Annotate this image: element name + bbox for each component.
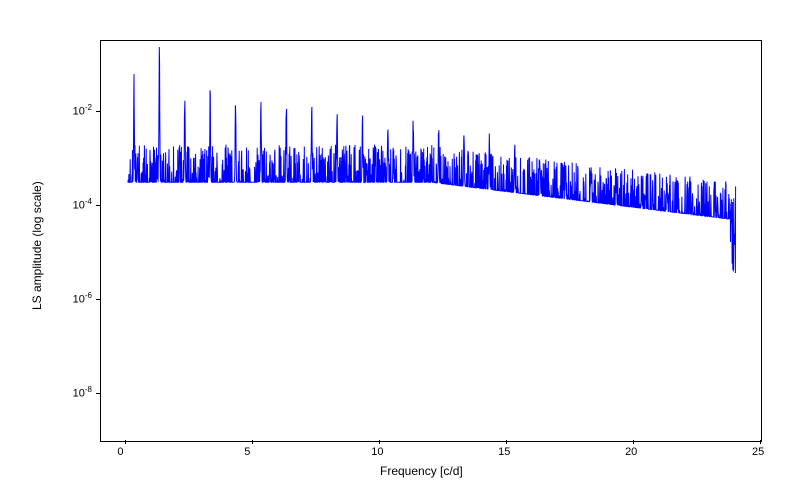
y-tick <box>96 205 100 206</box>
x-tick-label: 10 <box>371 446 383 458</box>
x-tick <box>379 440 380 444</box>
y-tick <box>96 299 100 300</box>
y-tick-label: 10-4 <box>73 197 92 212</box>
x-tick-label: 20 <box>625 446 637 458</box>
x-tick <box>252 440 253 444</box>
y-axis-label: LS amplitude (log scale) <box>30 181 44 310</box>
x-tick-label: 5 <box>244 446 250 458</box>
x-tick <box>760 440 761 444</box>
x-tick-label: 25 <box>752 446 764 458</box>
y-tick <box>96 393 100 394</box>
x-tick <box>506 440 507 444</box>
x-tick-label: 15 <box>498 446 510 458</box>
x-tick <box>125 440 126 444</box>
figure: Frequency [c/d] LS amplitude (log scale)… <box>0 0 800 500</box>
y-tick-label: 10-2 <box>73 103 92 118</box>
y-tick <box>96 111 100 112</box>
x-axis-label: Frequency [c/d] <box>380 464 463 478</box>
y-tick-label: 10-6 <box>73 291 92 306</box>
periodogram-line <box>101 41 761 441</box>
x-tick-label: 0 <box>117 446 123 458</box>
x-tick <box>633 440 634 444</box>
plot-area <box>100 40 762 442</box>
y-tick-label: 10-8 <box>73 385 92 400</box>
